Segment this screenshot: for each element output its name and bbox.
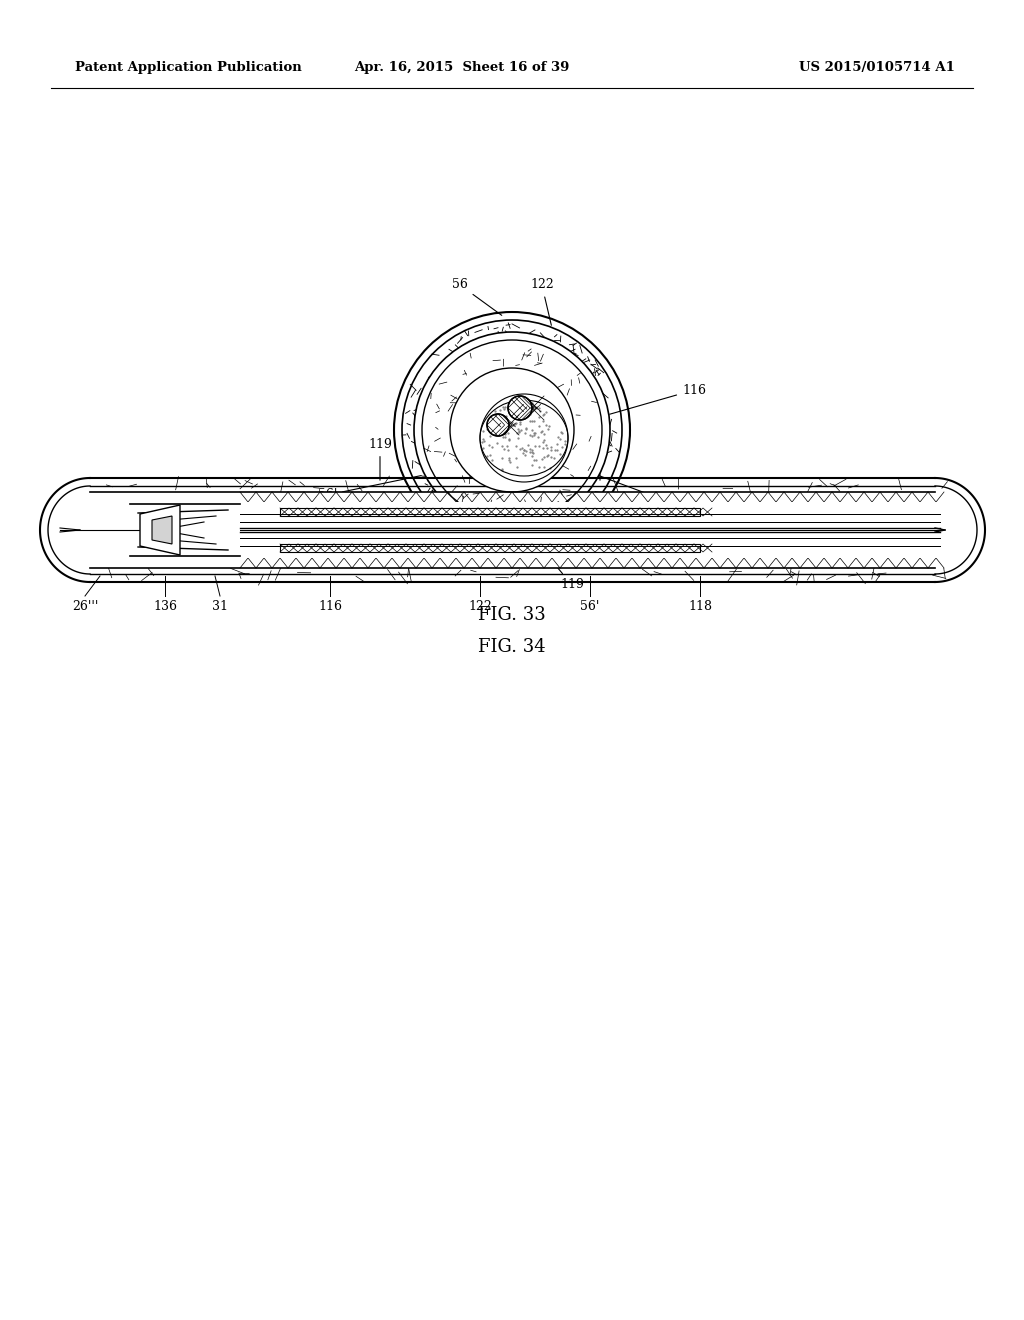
Circle shape bbox=[450, 368, 574, 492]
Circle shape bbox=[414, 333, 610, 528]
Bar bbox=[280, 508, 700, 516]
Text: FIG. 33: FIG. 33 bbox=[478, 606, 546, 624]
Text: 122': 122' bbox=[587, 471, 705, 516]
Text: 31: 31 bbox=[212, 601, 228, 612]
Text: Patent Application Publication: Patent Application Publication bbox=[75, 62, 302, 74]
Text: 119: 119 bbox=[368, 438, 392, 480]
Text: 119: 119 bbox=[539, 545, 584, 591]
Polygon shape bbox=[152, 516, 172, 544]
Bar bbox=[280, 544, 700, 552]
Bar bbox=[80, 492, 945, 568]
Polygon shape bbox=[140, 506, 180, 554]
Text: 116: 116 bbox=[318, 601, 342, 612]
Text: US 2015/0105714 A1: US 2015/0105714 A1 bbox=[799, 62, 955, 74]
Text: 56: 56 bbox=[452, 279, 502, 315]
Bar bbox=[230, 502, 950, 558]
Text: 26''': 26''' bbox=[72, 601, 98, 612]
Text: 122: 122 bbox=[530, 279, 554, 325]
Text: 56': 56' bbox=[317, 475, 421, 502]
Text: 118: 118 bbox=[688, 601, 712, 612]
Circle shape bbox=[508, 396, 532, 420]
Text: 122: 122 bbox=[468, 601, 492, 612]
Text: 136: 136 bbox=[153, 601, 177, 612]
Text: 56': 56' bbox=[581, 601, 600, 612]
Text: Apr. 16, 2015  Sheet 16 of 39: Apr. 16, 2015 Sheet 16 of 39 bbox=[354, 62, 569, 74]
Text: 116: 116 bbox=[609, 384, 706, 414]
Circle shape bbox=[394, 312, 630, 548]
Text: FIG. 34: FIG. 34 bbox=[478, 638, 546, 656]
Circle shape bbox=[487, 414, 509, 436]
Text: 56: 56 bbox=[592, 438, 608, 480]
